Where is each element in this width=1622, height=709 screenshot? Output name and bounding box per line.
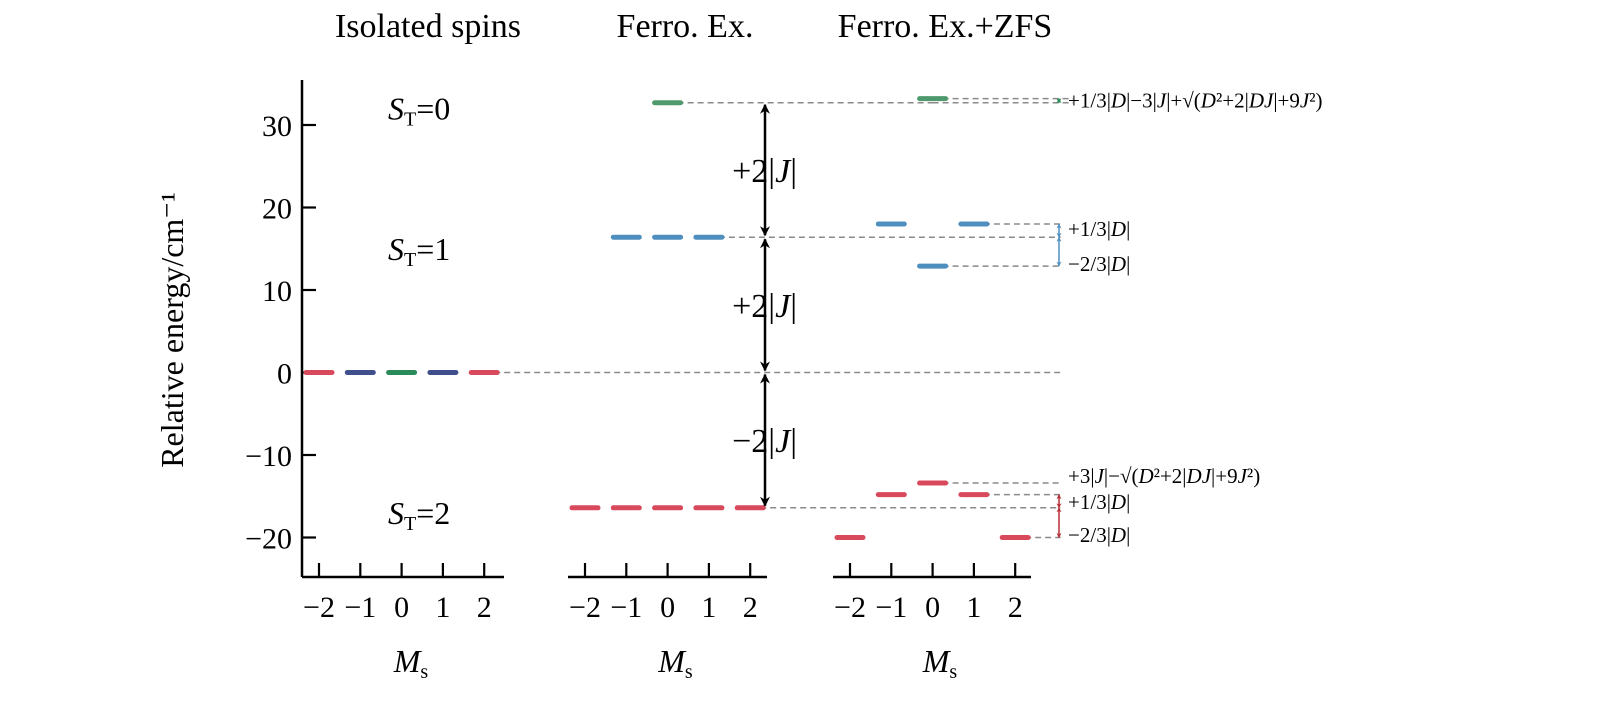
annotation: −2/3|D| <box>1068 252 1130 276</box>
panel-title: Ferro. Ex. <box>617 8 754 45</box>
annotation: −2/3|D| <box>1068 523 1130 547</box>
x-tick-label: −1 <box>344 591 376 624</box>
panel-title: Ferro. Ex.+ZFS <box>838 8 1053 45</box>
annotation: +1/3|D|−3|J|+√(D²+2|DJ|+9J²) <box>1068 88 1323 112</box>
x-tick-label: 0 <box>660 591 675 624</box>
gap-arrow-label: +2|J| <box>732 288 797 325</box>
annotation: +1/3|D| <box>1068 217 1130 241</box>
y-tick-label: 20 <box>262 193 292 226</box>
x-tick-label: 1 <box>966 591 981 624</box>
x-axis-label: Ms <box>922 643 958 683</box>
y-tick-label: −20 <box>245 523 292 556</box>
x-tick-label: −1 <box>875 591 907 624</box>
x-axis-label: Ms <box>657 643 693 683</box>
chart-text: Isolated spins Ferro. Ex. Ferro. Ex.+ZFS 30… <box>154 8 1323 683</box>
x-tick-label: 0 <box>925 591 940 624</box>
x-axis-label: Ms <box>393 643 429 683</box>
x-tick-label: 2 <box>477 591 492 624</box>
x-tick-label: −2 <box>834 591 866 624</box>
gap-arrow-label: +2|J| <box>732 153 797 190</box>
energy-levels <box>303 96 1031 540</box>
x-tick-label: −1 <box>610 591 642 624</box>
state-label: ST=0 <box>388 91 450 131</box>
x-tick-label: 2 <box>743 591 758 624</box>
gap-arrow-label: −2|J| <box>732 423 797 460</box>
annotation: +1/3|D| <box>1068 490 1130 514</box>
gap-arrows <box>760 98 1062 538</box>
guide-lines <box>484 97 1074 539</box>
y-tick-label: 10 <box>262 275 292 308</box>
y-tick-label: 0 <box>277 358 292 391</box>
x-tick-label: −2 <box>303 591 335 624</box>
x-tick-label: 1 <box>435 591 450 624</box>
x-tick-label: 0 <box>394 591 409 624</box>
state-label: ST=1 <box>388 231 450 271</box>
panel-title: Isolated spins <box>335 8 521 45</box>
x-tick-label: 1 <box>701 591 716 624</box>
y-axis-label: Relative energy/cm⁻¹ <box>154 192 190 468</box>
y-tick-label: 30 <box>262 110 292 143</box>
annotation: +3|J|−√(D²+2|DJ|+9J²) <box>1068 464 1260 488</box>
axes <box>300 80 1031 579</box>
x-tick-label: −2 <box>569 591 601 624</box>
state-label: ST=2 <box>388 495 450 535</box>
y-tick-label: −10 <box>245 440 292 473</box>
x-tick-label: 2 <box>1008 591 1023 624</box>
